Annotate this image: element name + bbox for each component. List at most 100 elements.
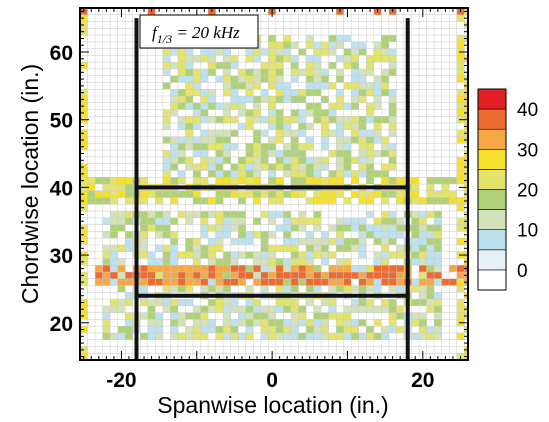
heatmap-cell xyxy=(230,272,239,279)
heatmap-cell xyxy=(411,312,420,320)
heatmap-cell xyxy=(313,326,322,333)
heatmap-cell xyxy=(177,299,186,306)
heatmap-cell xyxy=(358,231,367,239)
heatmap-cell xyxy=(306,123,314,130)
heatmap-cell xyxy=(253,177,261,184)
heatmap-cell xyxy=(102,184,111,191)
heatmap-cell xyxy=(306,299,314,306)
heatmap-cell xyxy=(290,68,299,76)
heatmap-cell xyxy=(230,82,239,90)
heatmap-cell xyxy=(381,82,389,90)
heatmap-cell xyxy=(358,319,367,327)
heatmap-cell xyxy=(388,285,397,293)
heatmap-cell xyxy=(434,278,442,286)
heatmap-cell xyxy=(283,299,291,306)
heatmap-cell xyxy=(215,197,224,205)
heatmap-cell xyxy=(185,96,194,103)
heatmap-cell xyxy=(298,116,307,124)
heatmap-cell xyxy=(147,265,156,272)
heatmap-cell xyxy=(245,326,254,333)
heatmap-cell xyxy=(208,299,216,306)
heatmap-cell xyxy=(275,48,284,56)
heatmap-cell xyxy=(321,326,329,333)
heatmap-cell xyxy=(275,326,284,333)
heatmap-cell xyxy=(230,102,239,110)
heatmap-cell xyxy=(117,285,126,293)
heatmap-cell xyxy=(290,170,299,178)
heatmap-cell xyxy=(238,211,246,218)
heatmap-cell xyxy=(373,332,382,340)
heatmap-cell xyxy=(419,197,427,205)
heatmap-cell xyxy=(253,156,261,164)
heatmap-cell xyxy=(253,231,261,239)
heatmap-cell xyxy=(343,116,352,124)
heatmap-cell xyxy=(238,332,246,340)
heatmap-cell xyxy=(185,190,194,198)
heatmap-cell xyxy=(193,102,201,110)
heatmap-cell xyxy=(155,299,163,306)
heatmap-cell xyxy=(200,224,209,232)
heatmap-cell xyxy=(125,217,133,225)
heatmap-cell xyxy=(336,55,344,63)
heatmap-cell xyxy=(306,278,314,286)
heatmap-cell xyxy=(298,156,307,164)
heatmap-cell xyxy=(185,143,194,151)
heatmap-cell xyxy=(351,156,359,164)
heatmap-cell xyxy=(253,75,261,83)
heatmap-cell xyxy=(306,82,314,90)
heatmap-cell xyxy=(87,190,96,198)
heatmap-cell xyxy=(373,136,382,144)
heatmap-cell xyxy=(351,82,359,90)
heatmap-cell xyxy=(185,326,194,333)
heatmap-cell xyxy=(290,62,299,69)
heatmap-cell xyxy=(336,244,344,252)
heatmap-cell xyxy=(162,231,171,239)
colorbar-label: 30 xyxy=(517,140,538,161)
heatmap-cell xyxy=(290,265,299,272)
heatmap-cell xyxy=(388,48,397,56)
heatmap-cell xyxy=(441,190,450,198)
heatmap-cell xyxy=(230,116,239,124)
heatmap-cell xyxy=(275,123,284,130)
heatmap-cell xyxy=(185,129,194,137)
heatmap-cell xyxy=(253,190,261,198)
heatmap-cell xyxy=(381,244,389,252)
heatmap-cell xyxy=(373,278,382,286)
heatmap-cell xyxy=(366,68,374,76)
heatmap-cell xyxy=(275,272,284,279)
heatmap-cell xyxy=(373,170,382,178)
heatmap-cell xyxy=(260,326,269,333)
heatmap-cell xyxy=(245,238,254,245)
heatmap-cell xyxy=(419,217,427,225)
heatmap-cell xyxy=(245,75,254,83)
heatmap-cell xyxy=(381,258,389,266)
heatmap-cell xyxy=(238,251,246,259)
heatmap-cell xyxy=(434,211,442,218)
heatmap-cell xyxy=(419,224,427,232)
heatmap-cell xyxy=(193,312,201,320)
heatmap-cell xyxy=(321,272,329,279)
heatmap-cell xyxy=(200,116,209,124)
heatmap-cell xyxy=(253,278,261,286)
heatmap-cell xyxy=(275,75,284,83)
heatmap-cell xyxy=(223,75,231,83)
heatmap-cell xyxy=(275,258,284,266)
heatmap-cell xyxy=(260,96,269,103)
heatmap-cell xyxy=(170,238,178,245)
heatmap-cell xyxy=(388,109,397,117)
heatmap-cell xyxy=(351,75,359,83)
heatmap-cell xyxy=(351,89,359,96)
heatmap-cell xyxy=(388,156,397,164)
heatmap-cell xyxy=(306,143,314,151)
region-lines xyxy=(134,18,410,360)
heatmap-cell xyxy=(253,116,261,124)
heatmap-cell xyxy=(223,109,231,117)
heatmap-cell xyxy=(373,272,382,279)
heatmap-cell xyxy=(366,326,374,333)
heatmap-cell xyxy=(283,244,291,252)
heatmap-cell xyxy=(95,265,103,272)
heatmap-peak-cell xyxy=(268,278,276,286)
heatmap-cell xyxy=(208,326,216,333)
heatmap-cell xyxy=(298,48,307,56)
heatmap-cell xyxy=(193,123,201,130)
